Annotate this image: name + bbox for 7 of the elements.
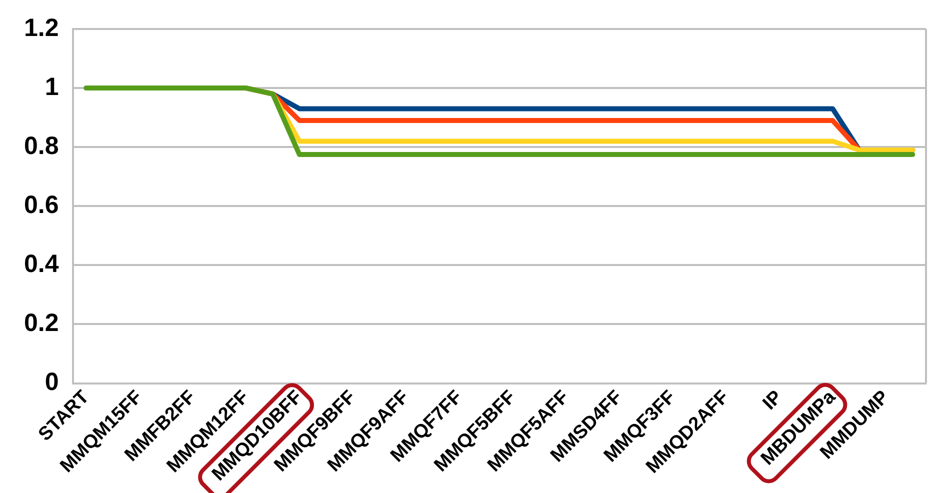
y-tick-label: 0.4 — [24, 250, 59, 278]
y-tick-label: 1 — [44, 72, 59, 101]
y-tick-label: 0.8 — [24, 132, 59, 160]
y-tick-label: 1.2 — [24, 14, 59, 42]
y-tick-label: 0.6 — [24, 191, 59, 220]
y-tick-label: 0.2 — [24, 309, 59, 338]
y-tick-label: 0 — [44, 368, 59, 396]
